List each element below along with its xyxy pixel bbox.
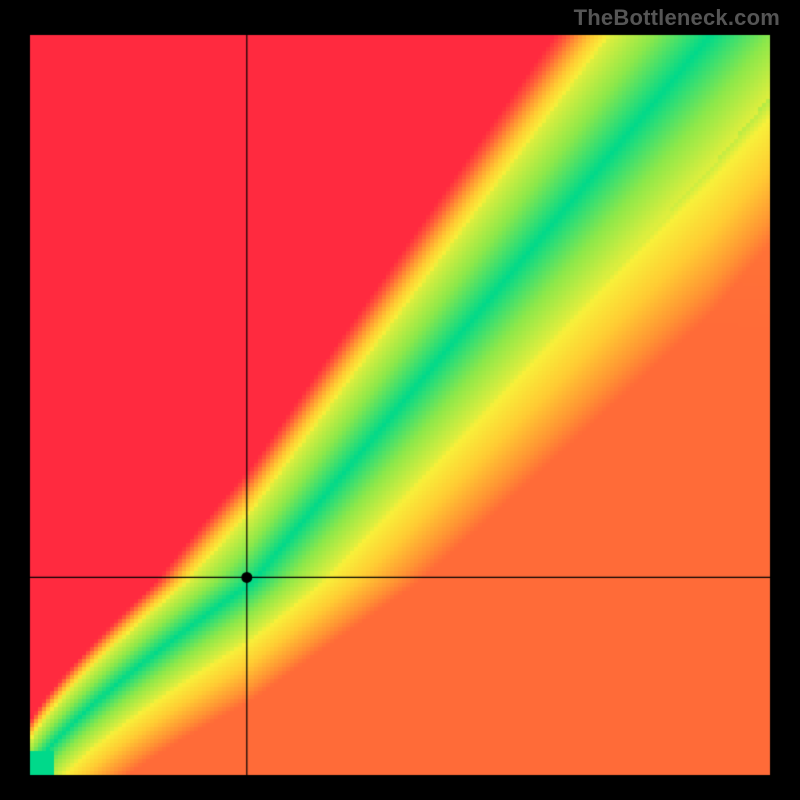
- chart-container: TheBottleneck.com: [0, 0, 800, 800]
- watermark-text: TheBottleneck.com: [574, 5, 780, 31]
- heatmap-canvas: [0, 0, 800, 800]
